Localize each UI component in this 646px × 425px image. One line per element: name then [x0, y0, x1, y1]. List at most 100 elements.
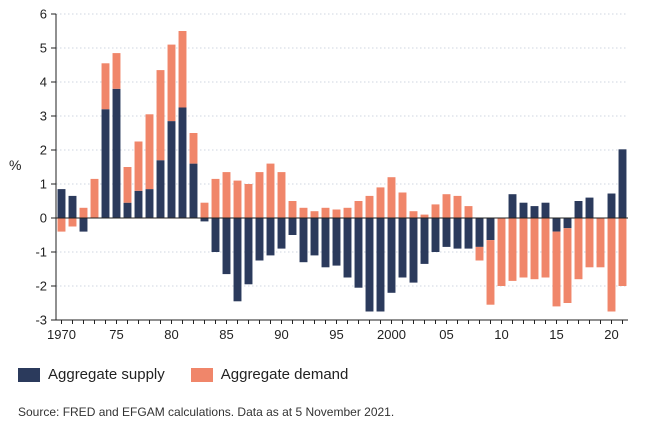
bar-aggregate-demand [321, 207, 330, 218]
y-tick-label: -1 [35, 245, 47, 260]
y-tick-label: 3 [40, 109, 47, 124]
bar-aggregate-supply [189, 163, 198, 218]
bar-aggregate-demand [453, 195, 462, 218]
legend: Aggregate supply Aggregate demand [18, 366, 374, 383]
bar-aggregate-demand [607, 218, 616, 312]
y-tick-label: -3 [35, 313, 47, 328]
bar-aggregate-supply [607, 193, 616, 218]
bar-aggregate-supply [123, 202, 132, 218]
bar-aggregate-supply [376, 218, 385, 312]
bar-aggregate-demand [255, 172, 264, 218]
bar-aggregate-demand [464, 206, 473, 218]
bar-aggregate-demand [68, 218, 77, 227]
x-tick-label: 85 [219, 327, 233, 342]
bar-aggregate-demand [211, 178, 220, 218]
bar-aggregate-supply [398, 218, 407, 278]
bar-aggregate-supply [618, 149, 627, 218]
y-axis-label: % [9, 157, 21, 173]
bar-aggregate-demand [354, 201, 363, 218]
bar-aggregate-demand [178, 31, 187, 108]
bar-aggregate-supply [57, 189, 66, 218]
bar-aggregate-supply [420, 218, 429, 264]
bar-aggregate-supply [541, 202, 550, 218]
bar-aggregate-supply [255, 218, 264, 261]
bar-aggregate-demand [376, 187, 385, 218]
bar-aggregate-supply [552, 218, 561, 232]
bar-aggregate-supply [101, 109, 110, 218]
legend-label-demand: Aggregate demand [220, 366, 349, 383]
bar-aggregate-supply [387, 218, 396, 293]
legend-label-supply: Aggregate supply [48, 366, 165, 383]
bar-aggregate-demand [431, 204, 440, 218]
source-note: Source: FRED and EFGAM calculations. Dat… [18, 405, 395, 419]
bar-aggregate-supply [519, 202, 528, 218]
bar-aggregate-supply [145, 189, 154, 218]
bar-aggregate-demand [519, 218, 528, 278]
bar-aggregate-demand [189, 133, 198, 164]
y-tick-label: 0 [40, 211, 47, 226]
bar-aggregate-demand [585, 218, 594, 268]
bar-aggregate-supply [431, 218, 440, 252]
bar-aggregate-demand [343, 207, 352, 218]
x-tick-label: 80 [164, 327, 178, 342]
bar-aggregate-supply [299, 218, 308, 263]
x-tick-label: 10 [494, 327, 508, 342]
bar-aggregate-supply [156, 160, 165, 218]
bar-aggregate-supply [574, 201, 583, 218]
legend-item-demand: Aggregate demand [190, 366, 349, 383]
bar-aggregate-supply [277, 218, 286, 249]
bar-aggregate-supply [68, 195, 77, 218]
bar-aggregate-supply [79, 218, 88, 232]
bar-aggregate-demand [134, 141, 143, 191]
bar-aggregate-demand [200, 202, 209, 218]
bar-aggregate-supply [464, 218, 473, 249]
bar-aggregate-demand [310, 211, 319, 218]
bar-aggregate-supply [211, 218, 220, 252]
bar-aggregate-demand [475, 246, 484, 261]
bar-aggregate-demand [552, 231, 561, 307]
bar-aggregate-supply [409, 218, 418, 283]
legend-swatch-supply [18, 367, 40, 382]
y-tick-label: 5 [40, 41, 47, 56]
bar-aggregate-supply [530, 206, 539, 218]
x-tick-label: 90 [274, 327, 288, 342]
bar-aggregate-supply [178, 107, 187, 218]
bar-aggregate-supply [508, 194, 517, 218]
bar-aggregate-demand [123, 167, 132, 203]
legend-swatch-demand [190, 367, 213, 382]
bar-aggregate-supply [200, 218, 209, 222]
bar-aggregate-supply [332, 218, 341, 266]
bar-aggregate-demand [266, 163, 275, 218]
bar-aggregate-demand [145, 114, 154, 190]
bar-aggregate-supply [475, 218, 484, 247]
bar-aggregate-demand [398, 192, 407, 218]
bar-aggregate-demand [497, 218, 506, 286]
bar-aggregate-demand [387, 177, 396, 218]
y-tick-label: 6 [40, 7, 47, 22]
legend-item-supply: Aggregate supply [18, 366, 165, 383]
bar-aggregate-demand [156, 70, 165, 161]
bar-aggregate-demand [90, 178, 99, 218]
bar-aggregate-demand [409, 211, 418, 218]
bar-aggregate-demand [618, 218, 627, 286]
bar-aggregate-demand [277, 172, 286, 218]
y-tick-label: 4 [40, 75, 47, 90]
bar-aggregate-demand [79, 207, 88, 218]
y-tick-label: 1 [40, 177, 47, 192]
bar-aggregate-demand [530, 218, 539, 280]
bar-aggregate-demand [332, 209, 341, 218]
x-tick-label: 1970 [47, 327, 76, 342]
bar-aggregate-demand [112, 53, 121, 89]
bar-aggregate-demand [167, 44, 176, 122]
bar-aggregate-demand [222, 172, 231, 218]
bar-aggregate-supply [222, 218, 231, 275]
bar-aggregate-demand [508, 218, 517, 281]
bar-aggregate-supply [167, 121, 176, 218]
bar-aggregate-demand [233, 180, 242, 218]
bar-aggregate-supply [585, 197, 594, 218]
bar-aggregate-demand [563, 228, 572, 303]
bar-aggregate-demand [365, 195, 374, 218]
bar-aggregate-supply [233, 218, 242, 302]
bar-aggregate-demand [57, 218, 66, 232]
